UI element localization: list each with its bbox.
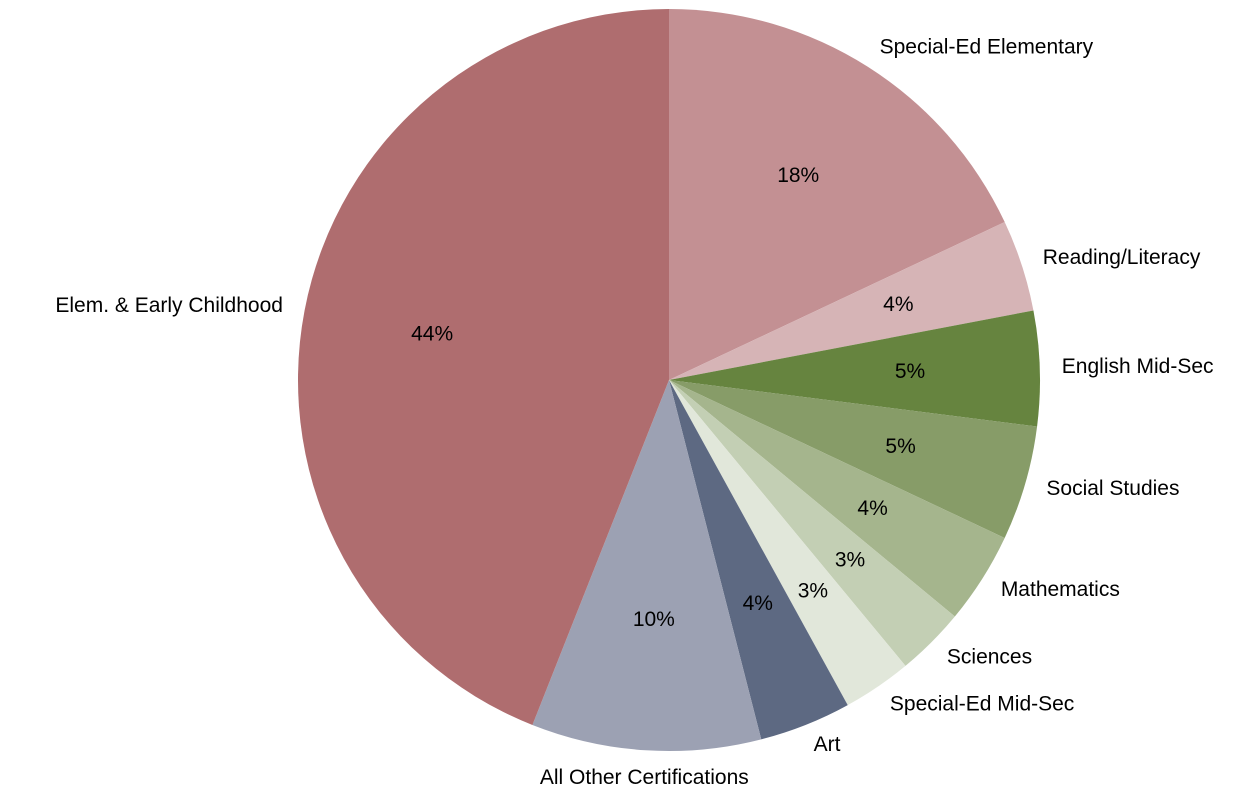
pie-slice <box>669 310 1040 427</box>
pie-slice <box>669 9 1005 380</box>
value-label: 4% <box>883 293 913 316</box>
category-label: English Mid-Sec <box>1062 355 1214 378</box>
pie-slice <box>669 380 906 706</box>
category-label: Special-Ed Elementary <box>880 36 1094 59</box>
value-label: 3% <box>798 579 828 602</box>
value-label: 10% <box>633 608 675 631</box>
pie-slice <box>669 380 1005 617</box>
pie-slice <box>669 222 1034 380</box>
category-label: Elem. & Early Childhood <box>55 294 283 317</box>
category-label: Mathematics <box>1001 578 1120 601</box>
category-label: Reading/Literacy <box>1043 246 1201 269</box>
value-label: 3% <box>835 549 865 572</box>
category-label: Social Studies <box>1046 477 1179 500</box>
pie-slice <box>297 9 669 725</box>
category-label: All Other Certifications <box>540 766 749 789</box>
value-label: 4% <box>743 592 773 615</box>
value-label: 5% <box>895 360 925 383</box>
pie-slice <box>669 380 1038 538</box>
category-label: Art <box>814 733 841 756</box>
value-label: 18% <box>777 164 819 187</box>
category-label: Special-Ed Mid-Sec <box>890 693 1074 716</box>
category-label: Sciences <box>947 645 1032 668</box>
pie-slice <box>669 380 955 666</box>
pie-slice <box>669 380 848 740</box>
pie-slice <box>532 380 762 751</box>
value-label: 4% <box>857 497 887 520</box>
value-label: 5% <box>885 435 915 458</box>
value-label: 44% <box>411 322 453 345</box>
